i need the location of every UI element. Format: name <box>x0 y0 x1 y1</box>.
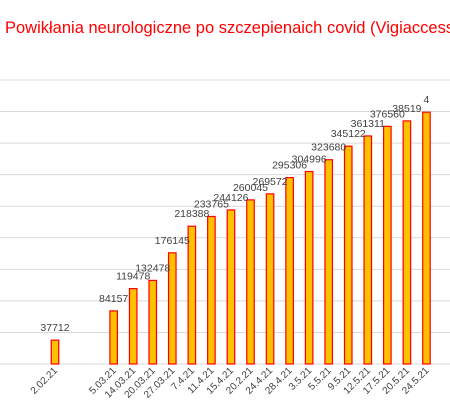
data-label: 84157 <box>99 293 128 305</box>
bars <box>50 111 431 365</box>
data-label: 345122 <box>331 128 366 140</box>
bar <box>167 252 177 365</box>
bar <box>363 135 373 365</box>
data-label: 269572 <box>253 176 288 188</box>
bar <box>265 193 275 365</box>
x-tick-labels: 2.02.21 5.03.2114.03.2120.03.2127.03.217.… <box>29 365 432 401</box>
data-label: 304996 <box>292 154 327 166</box>
bar <box>285 177 294 365</box>
chart-title: Powikłania neurologiczne po szczepienaic… <box>5 19 450 37</box>
bar <box>148 279 158 365</box>
bar <box>324 159 334 365</box>
data-label: 376560 <box>370 108 405 120</box>
bar <box>50 339 60 365</box>
data-label: 37712 <box>40 322 69 334</box>
data-label: 260045 <box>233 182 268 194</box>
gridlines <box>0 79 450 365</box>
data-label: 4 <box>424 94 430 106</box>
bar <box>226 209 236 365</box>
bar <box>109 310 119 365</box>
data-label: 233765 <box>194 198 229 210</box>
data-label: 119478 <box>116 271 150 283</box>
bar <box>402 120 412 365</box>
data-label: 38519 <box>392 103 421 115</box>
data-label: 323680 <box>311 142 346 154</box>
bar <box>207 215 216 365</box>
bar <box>422 111 431 365</box>
data-label: 176145 <box>155 235 190 247</box>
data-label: 361311 <box>351 118 385 130</box>
bar <box>246 199 255 365</box>
bar <box>343 145 353 365</box>
x-tick-label: 2.02.21 <box>29 365 61 397</box>
data-label: 295306 <box>272 160 307 172</box>
data-label: 132478 <box>135 262 170 274</box>
data-label: 218388 <box>174 208 209 220</box>
bar <box>304 170 314 365</box>
data-label: 244126 <box>213 192 248 204</box>
bar <box>187 225 197 365</box>
bar <box>383 125 392 365</box>
bar <box>128 287 138 365</box>
